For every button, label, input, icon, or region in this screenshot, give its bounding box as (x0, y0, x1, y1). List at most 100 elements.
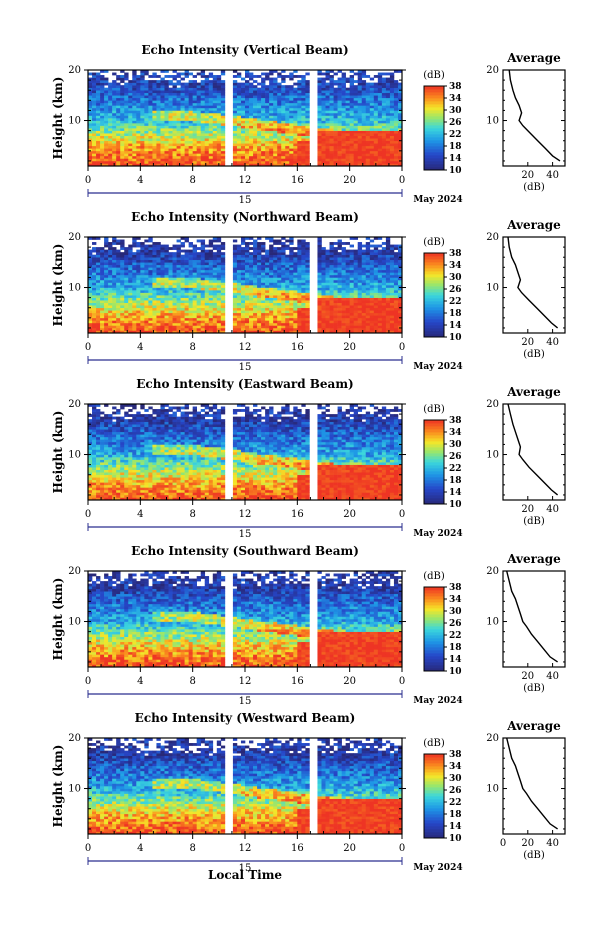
heatmap-cell (253, 262, 258, 266)
heatmap-cell (116, 277, 121, 281)
heatmap-cell (232, 259, 238, 263)
heatmap-cell (168, 274, 173, 278)
heatmap-cell (92, 312, 97, 316)
heatmap-cell (212, 264, 218, 268)
heatmap-cell (180, 262, 185, 266)
heatmap-cell (373, 125, 379, 129)
colorbar-tick-label: 10 (449, 166, 462, 176)
heatmap-cell (381, 163, 387, 167)
heatmap-cell (253, 269, 258, 273)
heatmap-cell (204, 133, 210, 136)
heatmap-cell (184, 267, 189, 271)
heatmap-cell (208, 282, 214, 286)
heatmap-cell (136, 277, 141, 281)
heatmap-cell (236, 143, 242, 147)
heatmap-cell (301, 322, 306, 326)
heatmap-cell (120, 305, 125, 309)
heatmap-cell (389, 105, 395, 109)
heatmap-cell (277, 325, 282, 329)
heatmap-cell (168, 257, 173, 261)
heatmap-cell (365, 150, 371, 154)
heatmap-cell (325, 110, 330, 114)
heatmap-cell (285, 143, 290, 147)
heatmap-cell (301, 274, 306, 278)
heatmap-cell (136, 310, 141, 314)
heatmap-cell (212, 140, 218, 144)
heatmap-cell (349, 320, 354, 324)
heatmap-cell (289, 272, 294, 276)
heatmap-cell (160, 125, 165, 129)
heatmap-cell (297, 110, 302, 114)
heatmap-cell (180, 300, 185, 303)
heatmap-cell (148, 320, 153, 324)
heatmap-cell (116, 292, 121, 296)
heatmap-cell (172, 120, 177, 124)
heatmap-cell (341, 327, 346, 331)
heatmap-cell (377, 145, 383, 149)
heatmap-cell (349, 327, 354, 331)
heatmap-cell (120, 75, 125, 78)
heatmap-cell (88, 310, 93, 314)
heatmap-cell (156, 295, 161, 298)
heatmap-cell (176, 153, 181, 157)
heatmap-cell (120, 239, 125, 243)
heatmap-cell (249, 305, 254, 309)
heatmap-cell (261, 112, 266, 116)
heatmap-cell (232, 112, 238, 116)
heatmap-cell (220, 145, 226, 149)
heatmap-cell (112, 128, 117, 131)
heatmap-cell (220, 272, 226, 276)
heatmap-cell (337, 295, 342, 298)
heatmap-cell (220, 110, 226, 114)
heatmap-cell (369, 107, 375, 111)
heatmap-cell (269, 310, 274, 314)
heatmap-cell (132, 282, 137, 286)
heatmap-cell (156, 247, 161, 250)
heatmap-cell (184, 264, 189, 268)
heatmap-cell (208, 264, 214, 268)
heatmap-cell (200, 287, 206, 291)
heatmap-cell (152, 295, 157, 298)
heatmap-cell (349, 125, 354, 129)
heatmap-cell (152, 123, 157, 126)
heatmap-cell (160, 287, 165, 291)
heatmap-cell (108, 300, 113, 303)
heatmap-cell (132, 244, 137, 248)
heatmap-cell (180, 285, 185, 288)
profile-line (508, 69, 561, 162)
heatmap-cell (112, 317, 117, 321)
heatmap-cell (232, 274, 238, 278)
heatmap-cell (108, 312, 113, 316)
heatmap-cell (281, 77, 286, 81)
heatmap-cell (373, 75, 379, 78)
heatmap-cell (321, 279, 326, 283)
heatmap-cell (164, 105, 169, 109)
heatmap-cell (301, 148, 306, 152)
heatmap-cell (317, 287, 322, 291)
heatmap-cell (325, 315, 330, 319)
heatmap-cell (216, 292, 222, 296)
heatmap-cell (345, 160, 350, 164)
heatmap-cell (253, 140, 258, 144)
heatmap-cell (196, 325, 202, 329)
heatmap-cell (249, 262, 254, 266)
heatmap-cell (128, 150, 133, 154)
heatmap-cell (92, 95, 97, 99)
heatmap-cell (120, 150, 125, 154)
heatmap-cell (96, 97, 101, 101)
heatmap-cell (172, 77, 177, 81)
heatmap-cell (124, 102, 129, 106)
heatmap-cell (108, 112, 113, 116)
heatmap-cell (172, 160, 177, 164)
heatmap-cell (208, 145, 214, 149)
heatmap-cell (200, 150, 206, 154)
heatmap-cell (160, 138, 165, 142)
heatmap-cell (96, 80, 101, 83)
heatmap-cell (136, 302, 141, 306)
heatmap-cell (301, 110, 306, 114)
heatmap-cell (112, 320, 117, 324)
heatmap-cell (188, 102, 193, 106)
heatmap-cell (345, 100, 350, 104)
heatmap-cell (184, 297, 189, 301)
heatmap-cell (192, 330, 197, 334)
